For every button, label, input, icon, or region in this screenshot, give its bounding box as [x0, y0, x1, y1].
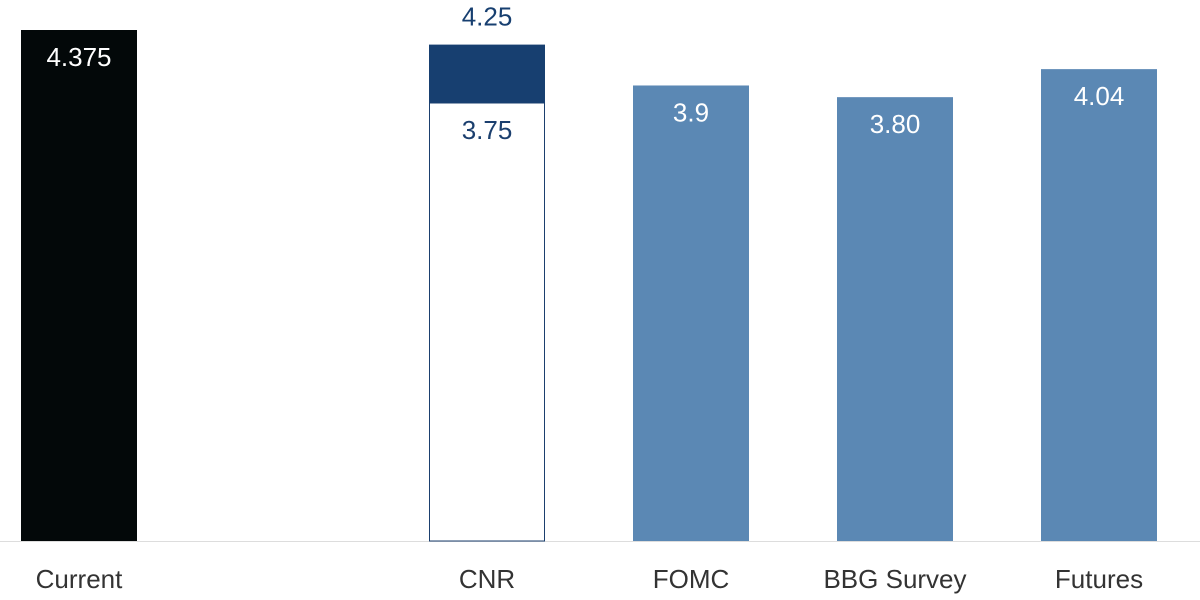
high-label: 4.25: [462, 1, 513, 31]
bar: [837, 97, 953, 541]
value-label: 3.75: [462, 115, 513, 145]
range-bar: [429, 44, 545, 103]
x-tick-label: Futures: [1055, 564, 1143, 594]
x-tick-label: BBG Survey: [823, 564, 966, 594]
bar: [1041, 69, 1157, 542]
x-tick-label: FOMC: [653, 564, 730, 594]
x-tick-label: Current: [36, 564, 123, 594]
bar: [429, 102, 545, 542]
bar: [21, 30, 137, 541]
value-label: 4.04: [1074, 81, 1125, 111]
value-label: 3.9: [673, 97, 709, 127]
bar: [633, 85, 749, 541]
value-label: 3.80: [870, 109, 921, 139]
x-tick-label: CNR: [459, 564, 515, 594]
value-label: 4.375: [46, 42, 111, 72]
